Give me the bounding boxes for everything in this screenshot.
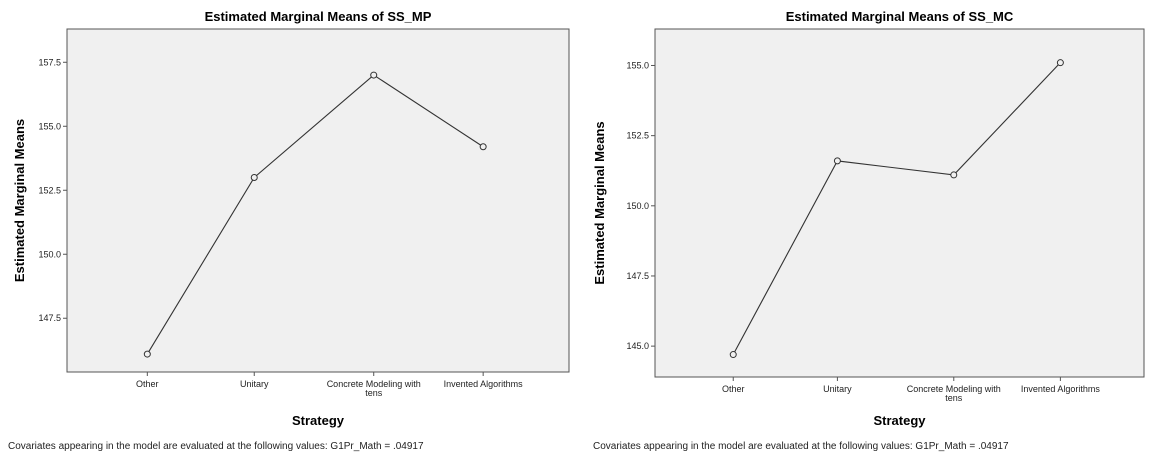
y-tick-label: 150.0 [38,249,61,259]
data-point [729,351,737,359]
x-tick-label: Invented Algorithms [1021,384,1101,394]
x-tick-label: Concrete Modeling with [327,379,421,389]
y-tick-label: 157.5 [38,57,61,67]
y-tick-label: 152.5 [626,131,649,141]
y-tick-label: 145.0 [626,341,649,351]
x-tick-label: tens [365,388,383,398]
x-tick-label: Unitary [823,384,852,394]
chart-title: Estimated Marginal Means of SS_MC [786,9,1014,24]
chart-panel-ss-mc: Estimated Marginal Means of SS_MC 145.0 14… [583,0,1150,455]
x-tick-label: Concrete Modeling with [907,384,1001,394]
x-tick-label: Unitary [240,379,269,389]
plot-area [66,28,570,373]
data-point [143,350,151,358]
data-point [1056,59,1064,67]
y-tick-label: 152.5 [38,185,61,195]
plot-area [654,28,1145,378]
y-tick-label: 147.5 [626,271,649,281]
covariate-note: Covariates appearing in the model are ev… [593,441,1009,452]
data-point [370,71,378,79]
y-tick-label: 155.0 [626,60,649,70]
covariate-note: Covariates appearing in the model are ev… [8,441,424,452]
series-line [732,62,1061,355]
data-point [479,143,487,151]
y-tick-label: 147.5 [38,313,61,323]
data-point [833,157,841,165]
y-axis-label: Estimated Marginal Means [12,119,27,282]
y-tick-label: 155.0 [38,121,61,131]
series-line [146,74,484,355]
y-tick-label: 150.0 [626,201,649,211]
data-point [950,171,958,179]
x-axis-label: Strategy [292,413,345,428]
chart-svg-ss-mp: Estimated Marginal Means of SS_MP 147.5 15… [8,9,570,452]
chart-title: Estimated Marginal Means of SS_MP [205,9,432,24]
x-axis-label: Strategy [873,413,926,428]
chart-panel-ss-mp: Estimated Marginal Means of SS_MP 147.5 15… [8,9,570,452]
x-tick-label: tens [945,393,963,403]
data-point [250,173,258,181]
y-axis-label: Estimated Marginal Means [592,121,607,284]
x-tick-label: Other [136,379,159,389]
x-tick-label: Invented Algorithms [444,379,524,389]
x-tick-label: Other [722,384,745,394]
chart-svg-ss-mc: Estimated Marginal Means of SS_MC 145.0 14… [592,9,1145,452]
